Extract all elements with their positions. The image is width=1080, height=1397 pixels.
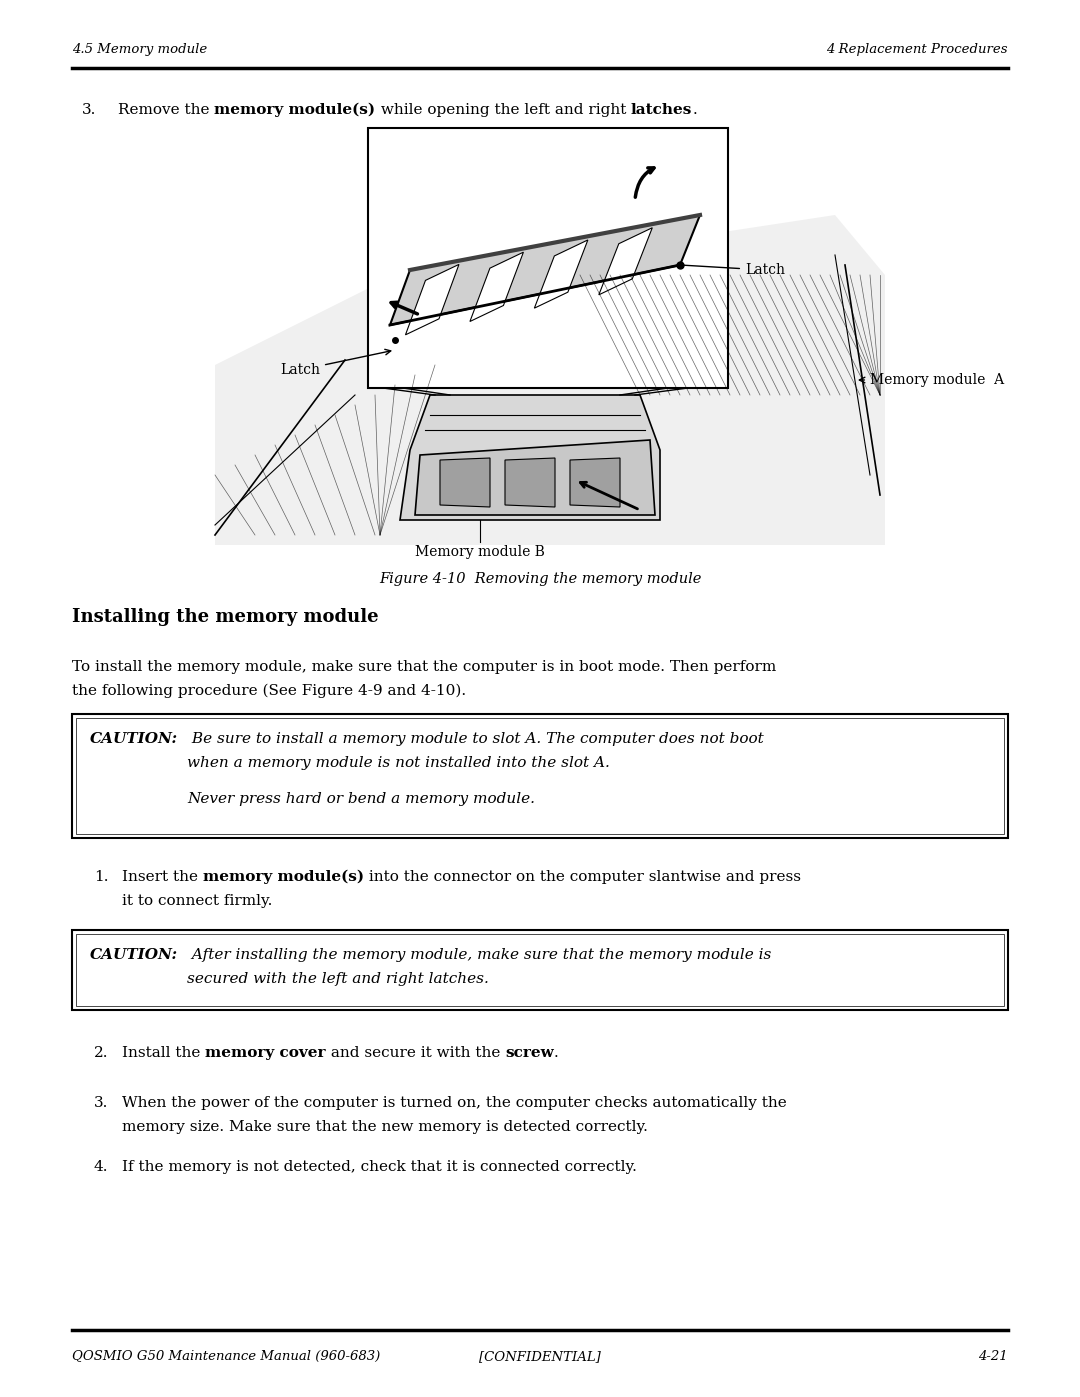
Polygon shape (570, 458, 620, 507)
Polygon shape (505, 458, 555, 507)
Text: If the memory is not detected, check that it is connected correctly.: If the memory is not detected, check tha… (122, 1160, 637, 1173)
Text: while opening the left and right: while opening the left and right (376, 103, 631, 117)
Text: and secure it with the: and secure it with the (326, 1046, 505, 1060)
Text: 4.: 4. (94, 1160, 108, 1173)
Text: memory size. Make sure that the new memory is detected correctly.: memory size. Make sure that the new memo… (122, 1120, 648, 1134)
Text: 4-21: 4-21 (978, 1350, 1008, 1363)
Polygon shape (598, 228, 652, 295)
Text: 3.: 3. (82, 103, 96, 117)
Text: 4 Replacement Procedures: 4 Replacement Procedures (826, 43, 1008, 56)
Text: CAUTION:: CAUTION: (90, 732, 178, 746)
Text: Memory module  A: Memory module A (860, 373, 1004, 387)
Text: .: . (554, 1046, 558, 1060)
Text: After installing the memory module, make sure that the memory module is: After installing the memory module, make… (187, 949, 771, 963)
Text: secured with the left and right latches.: secured with the left and right latches. (187, 972, 489, 986)
Text: 2.: 2. (94, 1046, 108, 1060)
Text: 4.5 Memory module: 4.5 Memory module (72, 43, 207, 56)
Text: Figure 4-10  Removing the memory module: Figure 4-10 Removing the memory module (379, 571, 701, 585)
Text: 1.: 1. (94, 870, 108, 884)
Text: Never press hard or bend a memory module.: Never press hard or bend a memory module… (187, 792, 535, 806)
Text: [CONFIDENTIAL]: [CONFIDENTIAL] (480, 1350, 600, 1363)
Polygon shape (400, 395, 660, 520)
Text: memory module(s): memory module(s) (214, 103, 376, 117)
Polygon shape (535, 240, 588, 309)
Polygon shape (215, 215, 885, 545)
Polygon shape (405, 264, 459, 335)
Text: .: . (692, 103, 697, 117)
Text: memory module(s): memory module(s) (203, 870, 364, 884)
Text: it to connect firmly.: it to connect firmly. (122, 894, 272, 908)
Polygon shape (415, 440, 654, 515)
Text: When the power of the computer is turned on, the computer checks automatically t: When the power of the computer is turned… (122, 1097, 786, 1111)
Text: into the connector on the computer slantwise and press: into the connector on the computer slant… (364, 870, 801, 884)
Text: To install the memory module, make sure that the computer is in boot mode. Then : To install the memory module, make sure … (72, 659, 777, 673)
Text: QOSMIO G50 Maintenance Manual (960-683): QOSMIO G50 Maintenance Manual (960-683) (72, 1350, 380, 1363)
Text: CAUTION:: CAUTION: (90, 949, 178, 963)
Text: Installing the memory module: Installing the memory module (72, 608, 379, 626)
Text: memory cover: memory cover (205, 1046, 326, 1060)
Text: Memory module B: Memory module B (415, 545, 545, 559)
Text: Latch: Latch (683, 263, 785, 277)
Text: Install the: Install the (122, 1046, 205, 1060)
Text: 3.: 3. (94, 1097, 108, 1111)
FancyBboxPatch shape (368, 129, 728, 388)
Text: when a memory module is not installed into the slot A.: when a memory module is not installed in… (187, 756, 610, 770)
FancyBboxPatch shape (72, 714, 1008, 838)
Text: screw: screw (505, 1046, 554, 1060)
Text: Be sure to install a memory module to slot A. The computer does not boot: Be sure to install a memory module to sl… (187, 732, 764, 746)
Text: Insert the: Insert the (122, 870, 203, 884)
Text: Remove the: Remove the (118, 103, 214, 117)
Text: the following procedure (See Figure 4-9 and 4-10).: the following procedure (See Figure 4-9 … (72, 685, 467, 698)
Text: Latch: Latch (280, 349, 391, 377)
Polygon shape (390, 215, 700, 326)
Polygon shape (440, 458, 490, 507)
FancyBboxPatch shape (72, 930, 1008, 1010)
Polygon shape (470, 253, 524, 321)
Text: latches: latches (631, 103, 692, 117)
